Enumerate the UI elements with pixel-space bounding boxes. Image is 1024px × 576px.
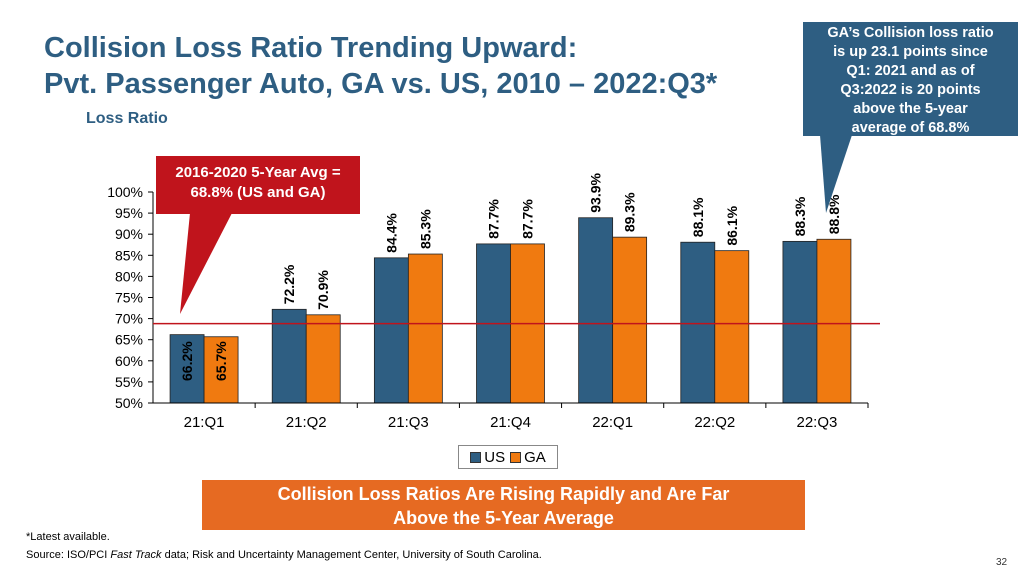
y-tick-label: 55% — [115, 374, 143, 390]
slide-title: Collision Loss Ratio Trending Upward: Pv… — [44, 30, 717, 102]
ga-callout-line-4: Q3:2022 is 20 points — [840, 82, 981, 98]
ga-callout-pointer — [820, 135, 852, 213]
bar-us — [578, 217, 614, 404]
y-tick-label: 85% — [115, 247, 143, 263]
source-italic: Fast Track — [110, 549, 162, 561]
x-tick-label: 21:Q3 — [388, 414, 429, 431]
conclusion-banner: Collision Loss Ratios Are Rising Rapidly… — [202, 480, 805, 530]
avg-callout-line-1: 2016-2020 5-Year Avg = — [175, 164, 341, 181]
slide-title-line-2: Pvt. Passenger Auto, GA vs. US, 2010 – 2… — [44, 68, 718, 100]
source-note: Source: ISO/PCI Fast Track data; Risk an… — [26, 549, 542, 561]
data-label-ga: 89.3% — [622, 192, 638, 232]
x-tick-label: 22:Q1 — [592, 414, 633, 431]
bar-ga — [714, 250, 750, 404]
ga-collision-callout: GA’s Collision loss ratio is up 23.1 poi… — [803, 22, 1018, 136]
avg-callout-line-2: 68.8% (US and GA) — [190, 184, 326, 201]
legend-item-ga: GA — [510, 449, 546, 466]
source-prefix: Source: ISO/PCI — [26, 549, 111, 561]
ga-callout-line-5: above the 5-year — [853, 101, 968, 117]
source-suffix: data; Risk and Uncertainty Management Ce… — [161, 549, 542, 561]
y-tick-label: 70% — [115, 311, 143, 327]
ga-callout-line-3: Q1: 2021 and as of — [846, 63, 975, 79]
y-tick-label: 95% — [115, 205, 143, 221]
banner-line-2: Above the 5-Year Average — [393, 508, 614, 528]
y-axis-title: Loss Ratio — [86, 110, 168, 127]
slide-title-line-1: Collision Loss Ratio Trending Upward: — [44, 32, 578, 64]
data-label-us: 93.9% — [588, 172, 604, 212]
ga-callout-line-6: average of 68.8% — [851, 120, 970, 136]
x-tick-label: 21:Q4 — [490, 414, 531, 431]
data-label-us: 66.2% — [179, 341, 195, 381]
y-tick-label: 100% — [107, 184, 143, 200]
ga-callout-line-2: is up 23.1 points since — [833, 44, 988, 60]
five-year-average-callout: 2016-2020 5-Year Avg = 68.8% (US and GA) — [156, 156, 360, 214]
x-tick-label: 22:Q3 — [796, 414, 837, 431]
legend-swatch-us — [470, 451, 482, 463]
y-tick-label: 50% — [115, 395, 143, 411]
bar-ga — [203, 336, 239, 404]
data-label-ga: 86.1% — [724, 205, 740, 245]
data-label-ga: 85.3% — [417, 209, 433, 249]
legend-label-ga: GA — [524, 448, 546, 466]
data-label-us: 88.1% — [690, 197, 706, 237]
bar-ga — [305, 314, 341, 404]
data-label-ga: 88.8% — [826, 194, 842, 234]
bar-ga — [816, 238, 852, 404]
bar-ga — [612, 236, 648, 404]
y-tick-label: 65% — [115, 332, 143, 348]
data-label-ga: 70.9% — [315, 270, 331, 310]
y-tick-label: 90% — [115, 226, 143, 242]
data-label-ga: 65.7% — [213, 341, 229, 381]
data-label-us: 84.4% — [383, 213, 399, 253]
ga-callout-line-1: GA’s Collision loss ratio — [827, 25, 994, 41]
bar-us — [782, 240, 818, 404]
bar-us — [373, 257, 409, 404]
bar-ga — [407, 253, 443, 404]
y-tick-label: 60% — [115, 353, 143, 369]
chart-legend: US GA — [458, 445, 558, 469]
avg-callout-pointer — [180, 213, 232, 314]
page-number: 32 — [996, 557, 1008, 568]
y-tick-label: 75% — [115, 290, 143, 306]
legend-swatch-ga — [510, 451, 522, 463]
y-tick-label: 80% — [115, 268, 143, 284]
x-tick-label: 21:Q2 — [286, 414, 327, 431]
data-label-ga: 87.7% — [520, 199, 536, 239]
bar-us — [271, 308, 307, 404]
banner-line-1: Collision Loss Ratios Are Rising Rapidly… — [277, 484, 730, 504]
data-label-us: 88.3% — [792, 196, 808, 236]
data-label-us: 72.2% — [281, 264, 297, 304]
x-tick-label: 22:Q2 — [694, 414, 735, 431]
data-label-us: 87.7% — [486, 199, 502, 239]
footnote: *Latest available. — [26, 531, 110, 543]
bar-us — [680, 241, 716, 404]
legend-label-us: US — [484, 448, 506, 466]
x-tick-label: 21:Q1 — [184, 414, 225, 431]
legend-item-us: US — [470, 449, 505, 466]
